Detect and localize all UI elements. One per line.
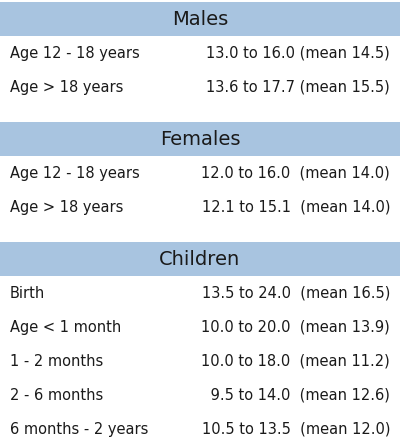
- Bar: [0, 378, 400, 412]
- Bar: [0, 36, 400, 70]
- Text: 13.6 to 17.7 (mean 15.5): 13.6 to 17.7 (mean 15.5): [206, 80, 390, 95]
- Text: 13.5 to 24.0  (mean 16.5): 13.5 to 24.0 (mean 16.5): [202, 286, 390, 301]
- Text: 1 - 2 months: 1 - 2 months: [10, 353, 103, 369]
- Bar: [0, 122, 400, 156]
- Bar: [0, 276, 400, 310]
- Text: 12.0 to 16.0  (mean 14.0): 12.0 to 16.0 (mean 14.0): [201, 165, 390, 180]
- Bar: [0, 310, 400, 344]
- Bar: [0, 242, 400, 276]
- Text: 2 - 6 months: 2 - 6 months: [10, 388, 103, 403]
- Text: Birth: Birth: [10, 286, 45, 301]
- Bar: [0, 156, 400, 190]
- Text: 10.5 to 13.5  (mean 12.0): 10.5 to 13.5 (mean 12.0): [202, 422, 390, 436]
- Text: Age 12 - 18 years: Age 12 - 18 years: [10, 165, 140, 180]
- Bar: [0, 344, 400, 378]
- Text: 12.1 to 15.1  (mean 14.0): 12.1 to 15.1 (mean 14.0): [202, 199, 390, 215]
- Text: Age 12 - 18 years: Age 12 - 18 years: [10, 45, 140, 61]
- Bar: [0, 412, 400, 440]
- Bar: [0, 190, 400, 224]
- Text: Age < 1 month: Age < 1 month: [10, 319, 121, 334]
- Text: Children: Children: [159, 249, 241, 268]
- Text: Age > 18 years: Age > 18 years: [10, 199, 123, 215]
- Text: 13.0 to 16.0 (mean 14.5): 13.0 to 16.0 (mean 14.5): [206, 45, 390, 61]
- Bar: [0, 70, 400, 104]
- Bar: [0, 2, 400, 36]
- Text: 6 months - 2 years: 6 months - 2 years: [10, 422, 148, 436]
- Text: 10.0 to 20.0  (mean 13.9): 10.0 to 20.0 (mean 13.9): [201, 319, 390, 334]
- Text: Age > 18 years: Age > 18 years: [10, 80, 123, 95]
- Text: Females: Females: [160, 129, 240, 149]
- Text: 9.5 to 14.0  (mean 12.6): 9.5 to 14.0 (mean 12.6): [206, 388, 390, 403]
- Text: 10.0 to 18.0  (mean 11.2): 10.0 to 18.0 (mean 11.2): [201, 353, 390, 369]
- Text: Males: Males: [172, 10, 228, 29]
